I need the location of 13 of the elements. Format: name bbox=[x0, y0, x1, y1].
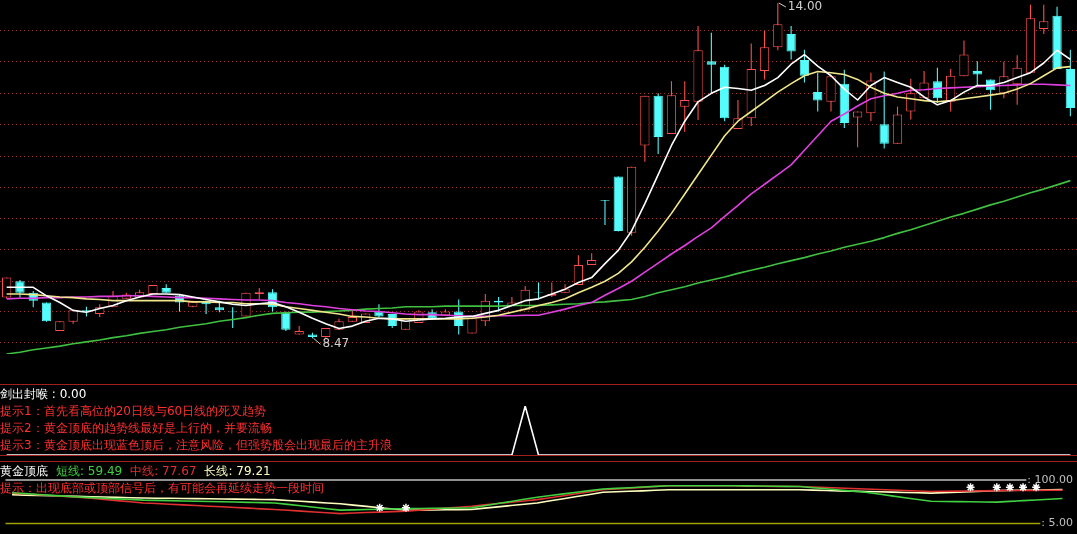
series-label: 中线: 77.67 bbox=[130, 463, 197, 480]
chart-title: 剑出封喉 : 0.00 bbox=[0, 386, 87, 403]
series-label: 短线: 59.49 bbox=[56, 463, 123, 480]
y-tick-label: : 100.00 bbox=[1027, 472, 1073, 486]
y-tick-label: : 5.00 bbox=[1041, 516, 1073, 530]
chart-title: 黄金顶底 bbox=[0, 463, 48, 480]
annotation: 14.00 bbox=[787, 0, 823, 14]
annotation: 提示1：首先看高位的20日线与60日线的死叉趋势 bbox=[0, 403, 268, 420]
annotation: 提示3：黄金顶底出现蓝色顶后，注意风险，但强势股会出现最后的主升浪 bbox=[0, 437, 392, 454]
annotation: 提示2：黄金顶底的趋势线最好是上行的，并要流畅 bbox=[0, 420, 273, 437]
series-label: 长线: 79.21 bbox=[204, 463, 271, 480]
annotation: 提示：出现底部或顶部信号后，有可能会再延续走势一段时间 bbox=[0, 480, 324, 497]
annotation: 8.47 bbox=[322, 336, 350, 351]
